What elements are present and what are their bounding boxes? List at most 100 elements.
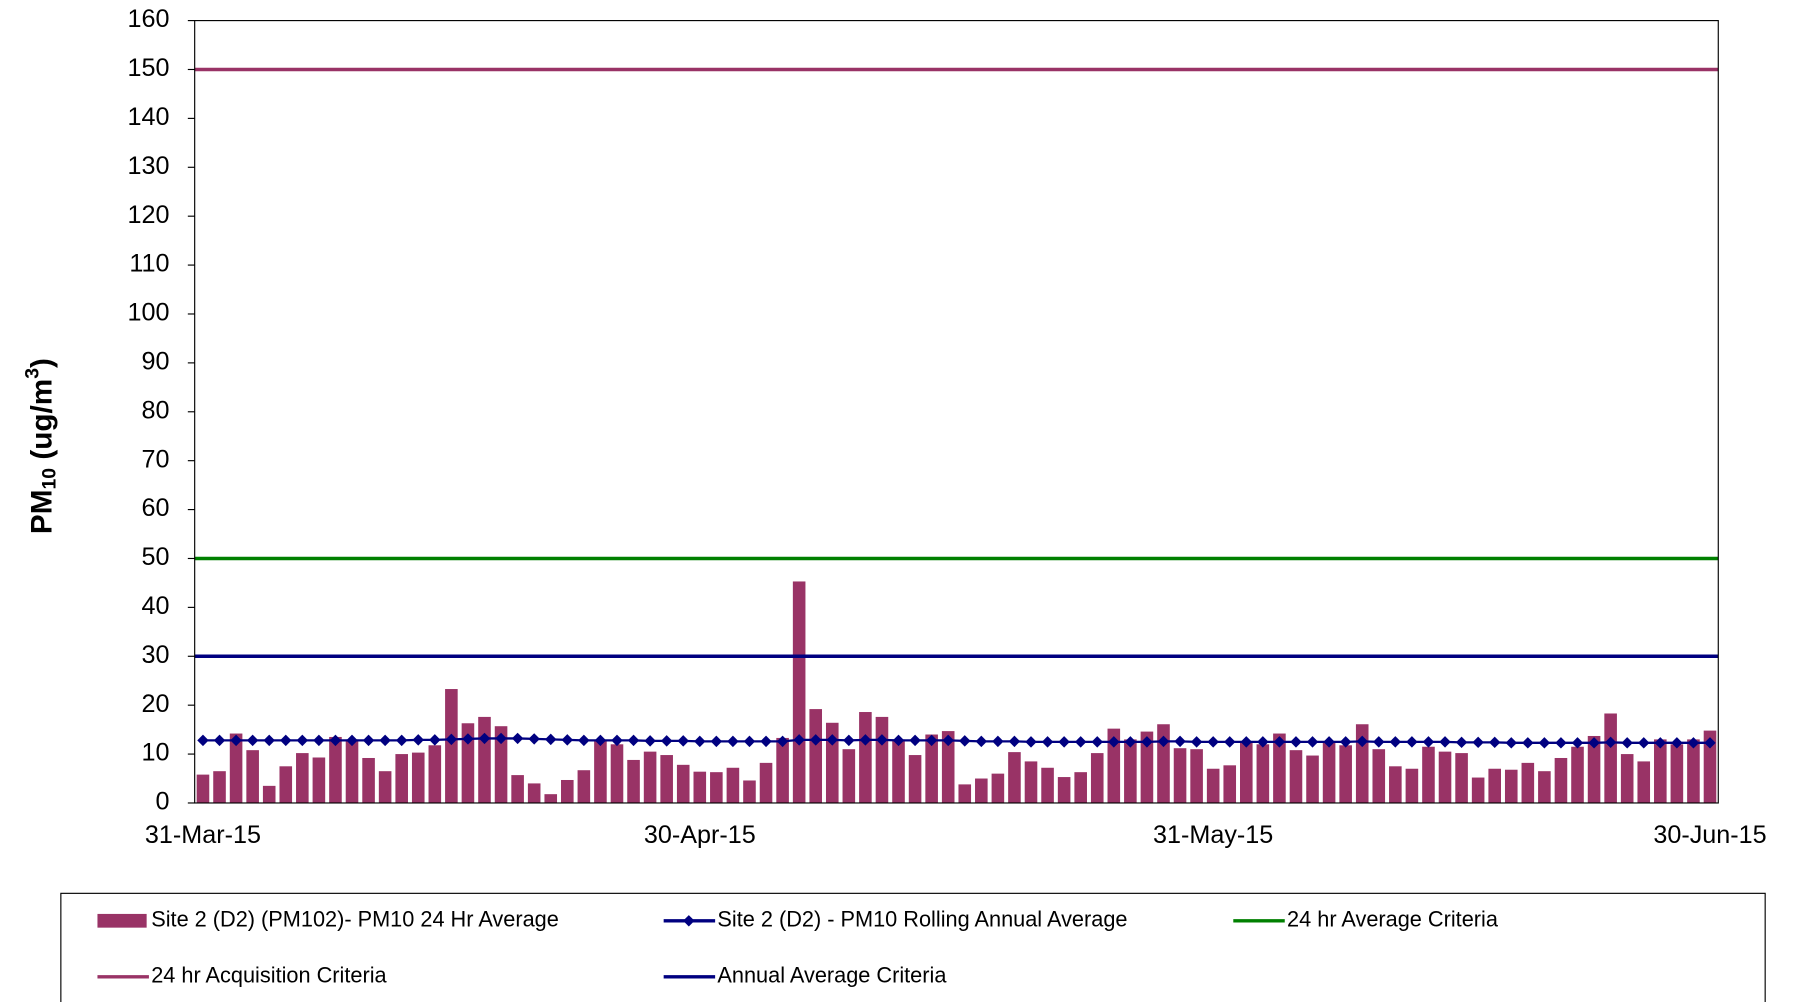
bar xyxy=(1620,754,1634,803)
bar xyxy=(693,771,707,803)
marker xyxy=(412,734,424,746)
bar xyxy=(1637,761,1651,803)
bar xyxy=(1008,752,1021,803)
bar xyxy=(1438,751,1452,803)
y-tick-label: 30 xyxy=(142,641,170,669)
marker xyxy=(1389,736,1402,748)
y-tick-label: 160 xyxy=(128,5,170,33)
marker xyxy=(1571,737,1584,749)
bar xyxy=(213,771,226,803)
marker xyxy=(1190,736,1203,748)
marker xyxy=(843,734,855,747)
bar xyxy=(1206,768,1220,803)
bar xyxy=(594,740,607,803)
bar xyxy=(859,712,872,803)
bar xyxy=(1405,768,1419,803)
y-tick-label: 70 xyxy=(142,445,170,473)
x-tick-label: 30-Jun-15 xyxy=(1653,821,1766,849)
bar xyxy=(428,745,442,803)
marker xyxy=(644,735,656,747)
marker xyxy=(1588,737,1600,749)
bar xyxy=(246,750,259,803)
legend-label: Site 2 (D2) (PM102)- PM10 24 Hr Average xyxy=(151,907,559,932)
y-tick-label: 60 xyxy=(142,494,170,522)
bar xyxy=(511,775,524,803)
bar xyxy=(825,722,839,803)
y-tick-label: 80 xyxy=(142,396,170,424)
bar xyxy=(445,689,458,803)
marker xyxy=(727,735,739,748)
legend-label: 24 hr Average Criteria xyxy=(1287,907,1499,932)
bar xyxy=(643,751,657,803)
marker xyxy=(793,734,805,746)
bar xyxy=(975,778,988,803)
marker xyxy=(313,734,325,747)
bar xyxy=(1687,739,1700,803)
marker xyxy=(213,734,226,747)
bar xyxy=(892,739,905,803)
bar xyxy=(378,771,392,803)
marker xyxy=(1074,736,1087,748)
marker xyxy=(1306,736,1319,748)
bar xyxy=(1322,741,1336,803)
bar xyxy=(1190,749,1203,803)
bar xyxy=(660,755,673,803)
bar xyxy=(478,716,491,803)
legend-label: Annual Average Criteria xyxy=(717,963,947,988)
marker xyxy=(992,735,1004,748)
marker xyxy=(826,734,838,746)
bar xyxy=(544,794,558,803)
legend-label: Site 2 (D2) - PM10 Rolling Annual Averag… xyxy=(717,907,1127,932)
marker xyxy=(909,734,921,747)
bar xyxy=(1389,766,1402,803)
bar xyxy=(1372,749,1386,803)
marker xyxy=(1555,737,1567,749)
bar xyxy=(1587,735,1601,803)
bar xyxy=(759,762,773,803)
marker xyxy=(246,734,259,747)
y-tick-label: 50 xyxy=(142,543,170,571)
y-label-part: (ug/m xyxy=(26,379,59,468)
marker xyxy=(280,734,292,747)
marker xyxy=(1538,737,1551,749)
bar xyxy=(1538,771,1551,803)
bar xyxy=(1124,739,1137,803)
bar xyxy=(1504,769,1518,803)
marker xyxy=(478,732,491,745)
y-tick-label: 90 xyxy=(142,348,170,376)
bar xyxy=(726,767,740,803)
bar xyxy=(329,736,342,803)
bar xyxy=(577,770,591,803)
marker xyxy=(296,734,309,747)
marker xyxy=(1124,736,1137,748)
marker xyxy=(776,735,789,748)
marker xyxy=(1505,737,1517,749)
bar xyxy=(395,754,408,803)
bar xyxy=(842,749,856,803)
marker xyxy=(743,735,756,748)
marker xyxy=(1687,737,1700,749)
y-tick-label: 140 xyxy=(128,103,170,131)
marker xyxy=(1704,737,1716,749)
marker xyxy=(197,734,209,747)
marker xyxy=(1058,736,1070,748)
bar xyxy=(1173,748,1187,803)
marker xyxy=(1472,736,1484,749)
bar xyxy=(1703,730,1717,803)
bar xyxy=(610,744,624,803)
bar xyxy=(1339,745,1352,803)
y-axis-label: PM10 (ug/m3) xyxy=(22,358,61,534)
bar xyxy=(776,737,789,803)
bar xyxy=(527,783,541,803)
marker xyxy=(975,735,988,748)
marker xyxy=(379,734,391,747)
legend-swatch xyxy=(97,913,147,928)
marker xyxy=(1141,736,1153,748)
bar xyxy=(362,757,375,803)
y-label-sub: 10 xyxy=(39,468,61,490)
bar xyxy=(925,734,938,803)
bar xyxy=(1273,733,1286,803)
y-tick-label: 0 xyxy=(156,788,170,816)
marker xyxy=(511,732,524,745)
bar xyxy=(1107,728,1121,803)
